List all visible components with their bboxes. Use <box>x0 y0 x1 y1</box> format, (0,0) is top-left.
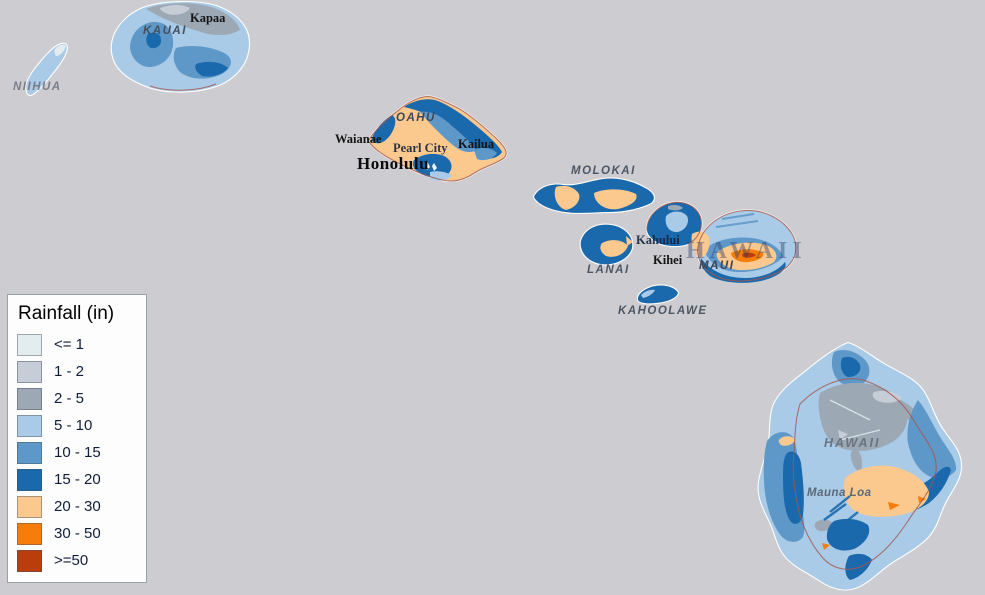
molokai-island <box>532 177 655 214</box>
lanai-island <box>579 223 634 266</box>
legend-swatch-20-30 <box>17 495 42 518</box>
kauai-island <box>110 0 251 93</box>
legend-label: 1 - 2 <box>54 363 85 380</box>
legend-label: 15 - 20 <box>54 471 101 488</box>
legend-label: 5 - 10 <box>54 417 93 434</box>
legend-swatch-5-10 <box>17 414 42 437</box>
maui-island <box>645 201 797 283</box>
legend-label: >=50 <box>54 552 89 569</box>
legend-title: Rainfall (in) <box>18 303 115 324</box>
legend-label: 10 - 15 <box>54 444 101 461</box>
legend-row: 5 - 10 <box>17 414 137 437</box>
legend-row: 10 - 15 <box>17 441 137 464</box>
legend-label: 2 - 5 <box>54 390 85 407</box>
legend-label: 20 - 30 <box>54 498 101 515</box>
legend-label: 30 - 50 <box>54 525 101 542</box>
legend-row: >=50 <box>17 549 137 572</box>
legend-swatch-le1 <box>17 333 42 356</box>
legend-row: 15 - 20 <box>17 468 137 491</box>
legend-swatch-15-20 <box>17 468 42 491</box>
oahu-island <box>366 95 508 183</box>
legend-row: <= 1 <box>17 333 137 356</box>
hawaii-island <box>757 341 963 591</box>
legend-swatch-2-5 <box>17 387 42 410</box>
legend-row: 1 - 2 <box>17 360 137 383</box>
legend-swatch-10-15 <box>17 441 42 464</box>
kahoolawe-island <box>636 284 680 305</box>
legend-swatch-ge50 <box>17 549 42 572</box>
legend-label: <= 1 <box>54 336 85 353</box>
legend-row: 20 - 30 <box>17 495 137 518</box>
rainfall-legend: Rainfall (in) <= 1 1 - 2 2 - 5 5 - 10 10… <box>7 294 147 583</box>
legend-row: 2 - 5 <box>17 387 137 410</box>
legend-swatch-30-50 <box>17 522 42 545</box>
legend-swatch-1-2 <box>17 360 42 383</box>
legend-row: 30 - 50 <box>17 522 137 545</box>
niihau-island <box>25 42 68 97</box>
